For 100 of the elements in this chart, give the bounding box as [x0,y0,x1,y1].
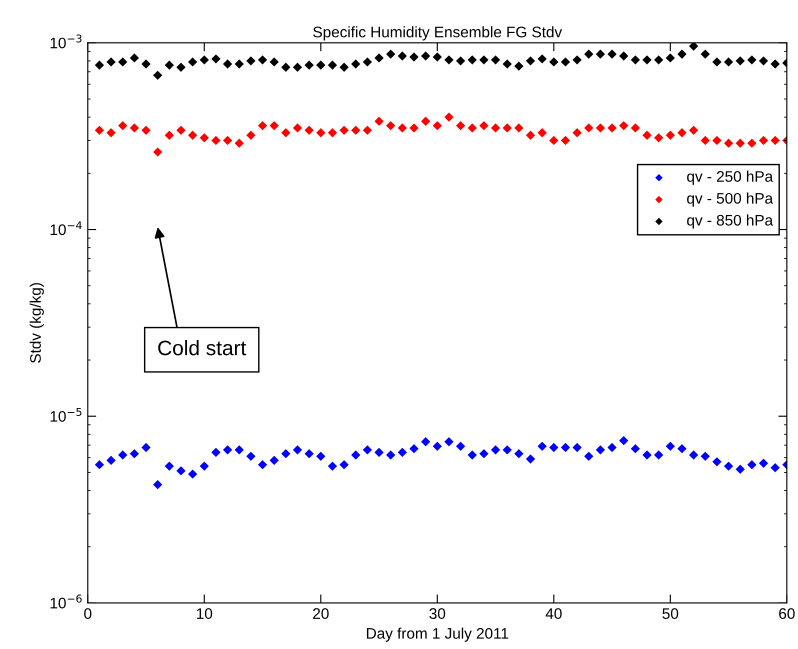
point [176,466,186,476]
point [700,50,710,59]
point [677,444,687,454]
y-tick-label: 10$^{−5}$ [50,408,82,422]
point [164,60,174,70]
point [479,121,489,130]
point [584,123,594,133]
point [153,70,162,80]
chart-title: Specific Humidity Ensemble FG Stdv [313,26,562,40]
point [468,123,477,133]
point [362,57,372,67]
point [747,460,756,470]
point [281,128,290,138]
point [444,55,454,65]
point [538,442,547,451]
point [560,136,570,146]
point [176,62,186,72]
point [572,55,582,65]
legend-label: qv - 850 hPa [687,214,774,229]
point [444,112,454,122]
point [770,136,780,146]
point [700,452,710,461]
x-tick-label: 60 [779,608,795,620]
point [584,50,594,59]
point [654,55,664,65]
point [200,55,209,65]
point [421,51,430,61]
point [118,121,128,130]
point [630,123,640,133]
point [502,123,512,133]
point [246,130,256,140]
point [514,62,524,71]
point [432,121,442,130]
point [211,136,221,146]
point [328,60,338,70]
point [374,53,384,63]
point [328,128,338,138]
point [211,54,221,64]
point [758,56,768,66]
point [200,133,209,142]
y-tick-label: 10$^{−3}$ [50,34,82,48]
point [374,448,384,458]
point [490,123,500,133]
point [642,130,652,140]
point [234,445,244,455]
point [304,60,314,70]
point [270,57,279,67]
point [654,450,664,460]
point [421,116,430,126]
point [619,436,628,446]
point [538,128,547,138]
point [188,57,198,67]
point [106,57,116,67]
point [421,437,430,446]
point [502,59,512,69]
point [141,59,151,69]
point [479,449,489,458]
point [118,57,128,67]
point [374,116,384,126]
point [596,445,606,455]
point [712,457,722,466]
point [619,121,628,130]
point [724,138,734,148]
point [700,136,710,146]
point [409,52,419,62]
point [281,62,290,72]
point [362,445,372,455]
point [153,480,162,490]
point [398,123,407,133]
annotation: Cold start [158,340,246,356]
point [246,56,256,66]
point [736,464,745,474]
point [479,55,489,65]
point [130,123,139,133]
point [747,138,756,148]
point [736,56,745,66]
point [222,136,232,146]
point [666,442,675,451]
point [292,62,302,72]
point [351,126,360,135]
point [468,450,477,460]
y-tick-label: 10$^{−6}$ [50,594,82,608]
point [619,51,628,61]
point [316,128,326,138]
point [94,60,104,70]
point [444,437,454,446]
point [351,450,360,460]
x-axis-title: Day from 1 July 2011 [366,628,508,642]
point [666,53,675,63]
point [339,62,349,72]
point [270,456,279,465]
point [666,130,675,140]
point [94,460,104,470]
point [770,59,780,69]
point [758,458,768,468]
point [362,126,372,135]
point [607,50,617,59]
point [141,126,151,135]
point [304,449,314,458]
point [351,59,360,69]
